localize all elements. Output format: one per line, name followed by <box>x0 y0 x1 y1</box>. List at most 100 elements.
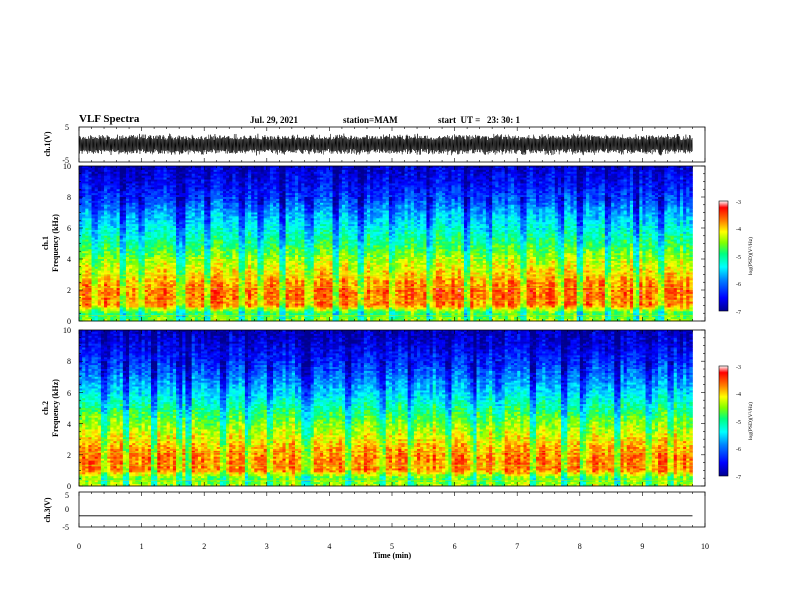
spectrogram-cell <box>91 189 95 192</box>
spectrogram-cell <box>398 185 402 188</box>
spectrogram-cell <box>82 169 86 173</box>
spectrogram-cell <box>241 191 246 194</box>
spectrogram-cell <box>454 169 459 173</box>
spectrogram-cell <box>194 175 199 178</box>
spectrogram-cell <box>79 179 83 182</box>
spectrogram-cell <box>207 181 211 184</box>
spectrogram-cell <box>535 191 540 194</box>
spectrogram-cell <box>357 179 362 182</box>
spectrogram-cell <box>188 193 193 196</box>
spectrogram-cell <box>188 167 193 171</box>
spectrogram-cell <box>392 195 396 198</box>
spectrogram-cell <box>185 179 189 182</box>
spectrogram-cell <box>282 169 286 173</box>
spectrogram-cell <box>360 185 365 188</box>
spectrogram-cell <box>376 179 380 182</box>
spectrogram-cell <box>182 167 186 171</box>
spectrogram-cell <box>648 187 653 190</box>
spectrogram-cell <box>432 185 437 188</box>
spectrogram-cell <box>285 181 290 184</box>
spectrogram-cell <box>473 193 477 196</box>
spectrogram-cell <box>426 187 430 190</box>
spectrogram-cell <box>94 189 99 192</box>
spectrogram-cell <box>626 185 631 188</box>
spectrogram-cell <box>176 181 180 184</box>
spectrogram-cell <box>498 195 502 198</box>
spectrogram-cell <box>489 177 493 180</box>
spectrogram-cell <box>304 179 308 182</box>
spectrogram-cell <box>326 169 330 173</box>
spectrogram-cell <box>510 177 515 180</box>
spectrogram-cell <box>607 191 612 194</box>
spectrogram-cell <box>125 195 130 198</box>
spectrogram-cell <box>454 175 459 178</box>
spectrogram-cell <box>188 171 193 175</box>
spectrogram-cell <box>366 179 371 182</box>
spectrogram-cell <box>323 175 327 178</box>
spectrogram-cell <box>260 177 265 180</box>
spectrogram-cell <box>598 193 603 196</box>
spectrogram-cell <box>567 191 571 194</box>
spectrogram-cell <box>460 173 465 177</box>
spectrogram-cell <box>238 175 243 178</box>
spectrogram-cell <box>279 173 283 177</box>
spectrogram-cell <box>504 173 509 177</box>
spectrogram-cell <box>323 166 327 169</box>
spectrogram-cell <box>138 177 142 180</box>
spectrogram-cell <box>113 175 117 178</box>
spectrogram-cell <box>551 185 556 188</box>
spectrogram-cell <box>313 175 318 178</box>
spectrogram-cell <box>463 173 468 177</box>
spectrogram-cell <box>370 173 374 177</box>
spectrogram-cell <box>329 171 333 175</box>
spectrogram-cell <box>332 166 337 169</box>
spectrogram-cell <box>260 181 265 184</box>
spectrogram-cell <box>607 193 612 196</box>
spectrogram-cell <box>166 185 171 188</box>
spectrogram-cell <box>194 166 199 169</box>
spectrogram-cell <box>523 183 527 186</box>
spectrogram-cell <box>166 177 171 180</box>
spectrogram-cell <box>257 179 261 182</box>
spectrogram-cell <box>357 175 362 178</box>
spectrogram-cell <box>176 195 180 198</box>
spectrogram-cell <box>639 191 643 194</box>
spectrogram-cell <box>351 169 355 173</box>
spectrogram-cell <box>141 185 146 188</box>
spectrogram-cell <box>435 191 440 194</box>
spectrogram-cell <box>104 166 108 169</box>
spectrogram-cell <box>398 167 402 171</box>
spectrogram-cell <box>188 166 193 169</box>
spectrogram-cell <box>176 167 180 171</box>
spectrogram-cell <box>507 193 512 196</box>
spectrogram-cell <box>251 189 255 192</box>
spectrogram-cell <box>147 169 152 173</box>
spectrogram-cell <box>595 183 599 186</box>
spectrogram-cell <box>310 171 315 175</box>
spectrogram-cell <box>407 185 412 188</box>
spectrogram-cell <box>373 177 377 180</box>
spectrogram-cell <box>141 171 146 175</box>
spectrogram-cell <box>229 191 233 194</box>
spectrogram-cell <box>282 173 286 177</box>
spectrogram-cell <box>157 189 161 192</box>
spectrogram-cell <box>88 183 92 186</box>
spectrogram-cell <box>379 175 383 178</box>
spectrogram-cell <box>545 187 549 190</box>
spectrogram-cell <box>457 179 462 182</box>
spectrogram-cell <box>648 181 653 184</box>
spectrogram-cell <box>122 185 127 188</box>
spectrogram-cell <box>257 169 261 173</box>
spectrogram-cell <box>457 187 462 190</box>
spectrogram-cell <box>335 193 340 196</box>
spectrogram-cell <box>154 193 158 196</box>
spectrogram-cell <box>520 171 524 175</box>
spectrogram-cell <box>91 167 95 171</box>
spectrogram-cell <box>607 179 612 182</box>
spectrogram-cell <box>535 167 540 171</box>
spectrogram-cell <box>94 181 99 184</box>
spectrogram-cell <box>520 167 524 171</box>
spectrogram-cell <box>413 173 418 177</box>
spectrogram-cell <box>85 181 89 184</box>
spectrogram-cell <box>564 187 568 190</box>
